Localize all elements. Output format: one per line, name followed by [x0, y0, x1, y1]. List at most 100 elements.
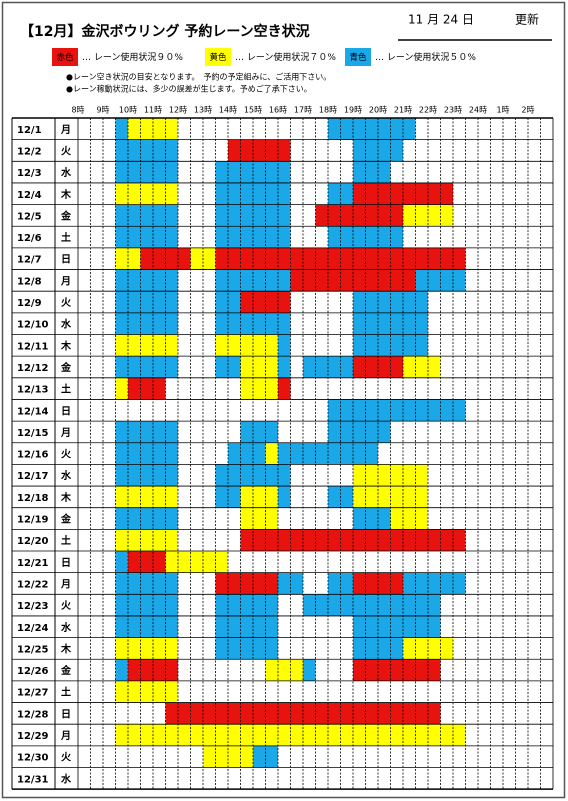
hour-label: 10時: [119, 106, 137, 115]
hour-label: 23時: [444, 106, 462, 115]
hour-label: 1時: [496, 106, 509, 115]
row-day: 火: [61, 449, 72, 461]
updated-label: 更新: [515, 12, 539, 27]
hour-label: 20時: [369, 106, 387, 115]
booking-block: [265, 659, 303, 681]
hour-label: 12時: [169, 106, 187, 115]
legend-label: 黄色: [209, 52, 227, 63]
booking-block: [115, 226, 178, 248]
hour-label: 9時: [96, 106, 109, 115]
row-day: 木: [60, 339, 72, 352]
booking-block: [240, 356, 278, 378]
row-date: 12/1: [17, 125, 42, 136]
row-day: 日: [61, 708, 71, 720]
page-title: 【12月】金沢ボウリング 予約レーン空き状況: [20, 23, 310, 40]
booking-block: [403, 356, 441, 378]
booking-block: [115, 377, 128, 400]
row-date: 12/18: [17, 493, 49, 504]
legend-text: … レーン使用状況５０%: [375, 51, 476, 63]
booking-block: [115, 442, 178, 465]
booking-block: [278, 356, 291, 378]
booking-block: [328, 572, 353, 595]
legend-text: … レーン使用状況９０%: [82, 51, 183, 63]
row-date: 12/30: [17, 753, 49, 764]
row-date: 12/28: [17, 709, 49, 720]
row-day: 木: [60, 642, 72, 655]
row-date: 12/29: [17, 731, 49, 742]
row-day: 火: [61, 297, 72, 309]
row-date: 12/8: [17, 276, 42, 287]
hour-label: 22時: [419, 106, 437, 115]
row-date: 12/19: [17, 515, 49, 526]
booking-block: [278, 572, 303, 595]
row-day: 水: [60, 166, 72, 179]
booking-block: [390, 507, 428, 530]
row-date: 12/23: [17, 601, 49, 612]
hour-label: 19時: [344, 106, 362, 115]
booking-block: [115, 421, 178, 443]
legend-swatch: [52, 48, 78, 66]
hour-label: 15時: [244, 106, 262, 115]
booking-block: [228, 442, 266, 465]
booking-block: [278, 334, 291, 357]
booking-block: [303, 659, 316, 681]
booking-block: [115, 269, 178, 292]
booking-block: [228, 139, 291, 162]
hour-label: 14時: [219, 106, 237, 115]
booking-block: [115, 161, 178, 183]
row-day: 金: [60, 209, 72, 222]
hour-label: 18時: [319, 106, 337, 115]
booking-block: [353, 507, 391, 530]
legend-label: 赤色: [56, 52, 74, 63]
booking-block: [353, 291, 428, 313]
note: ●レーン空き状況の目安となります。 予約の予定組みに、ご活用下さい。: [66, 72, 331, 82]
row-date: 12/3: [17, 168, 42, 179]
row-day: 水: [60, 772, 72, 785]
row-day: 水: [60, 318, 72, 331]
booking-block: [353, 161, 391, 183]
booking-block: [240, 421, 278, 443]
booking-block: [165, 551, 228, 573]
legend: 赤色 … レーン使用状況９０% 黄色 … レーン使用状況７０% 青色 … レーン使用状況５…: [52, 48, 476, 66]
booking-block: [115, 312, 178, 335]
row-date: 12/12: [17, 363, 49, 374]
row-date: 12/10: [17, 320, 49, 331]
booking-block: [115, 118, 128, 140]
hour-label: 17時: [294, 106, 312, 115]
row-day: 月: [60, 275, 71, 287]
booking-block: [115, 594, 178, 616]
booking-block: [115, 464, 178, 487]
row-date: 12/13: [17, 385, 49, 396]
hour-label: 16時: [269, 106, 287, 115]
booking-block: [115, 356, 178, 378]
legend-text: … レーン使用状況７０%: [235, 51, 336, 63]
row-date: 12/15: [17, 428, 49, 439]
schedule-grid: 8時 9時 10時 11時 12時 13時 14時 15時 16時 17時 18時 19時 20時 21時…: [11, 106, 554, 790]
booking-block: [215, 572, 278, 595]
booking-block: [115, 637, 178, 660]
booking-block: [353, 615, 441, 638]
hour-label: 21時: [394, 106, 412, 115]
row-day: 金: [60, 361, 72, 374]
hour-label: 24時: [469, 106, 487, 115]
booking-block: [215, 594, 278, 616]
row-date: 12/6: [17, 233, 42, 244]
row-day: 水: [60, 469, 72, 482]
booking-block: [265, 442, 278, 465]
row-day: 火: [61, 145, 72, 157]
booking-block: [278, 486, 291, 508]
booking-block: [215, 312, 291, 335]
booking-block: [240, 377, 278, 400]
legend-label: 青色: [349, 52, 367, 63]
booking-block: [128, 551, 166, 573]
row-day: 日: [61, 254, 71, 266]
legend-swatch: [345, 48, 371, 66]
row-date: 12/14: [17, 406, 49, 417]
booking-block: [215, 334, 278, 357]
booking-block: [328, 182, 353, 205]
row-day: 水: [60, 621, 72, 634]
row-day: 木: [60, 491, 72, 504]
hour-label: 2時: [521, 106, 534, 115]
booking-block: [115, 182, 178, 205]
